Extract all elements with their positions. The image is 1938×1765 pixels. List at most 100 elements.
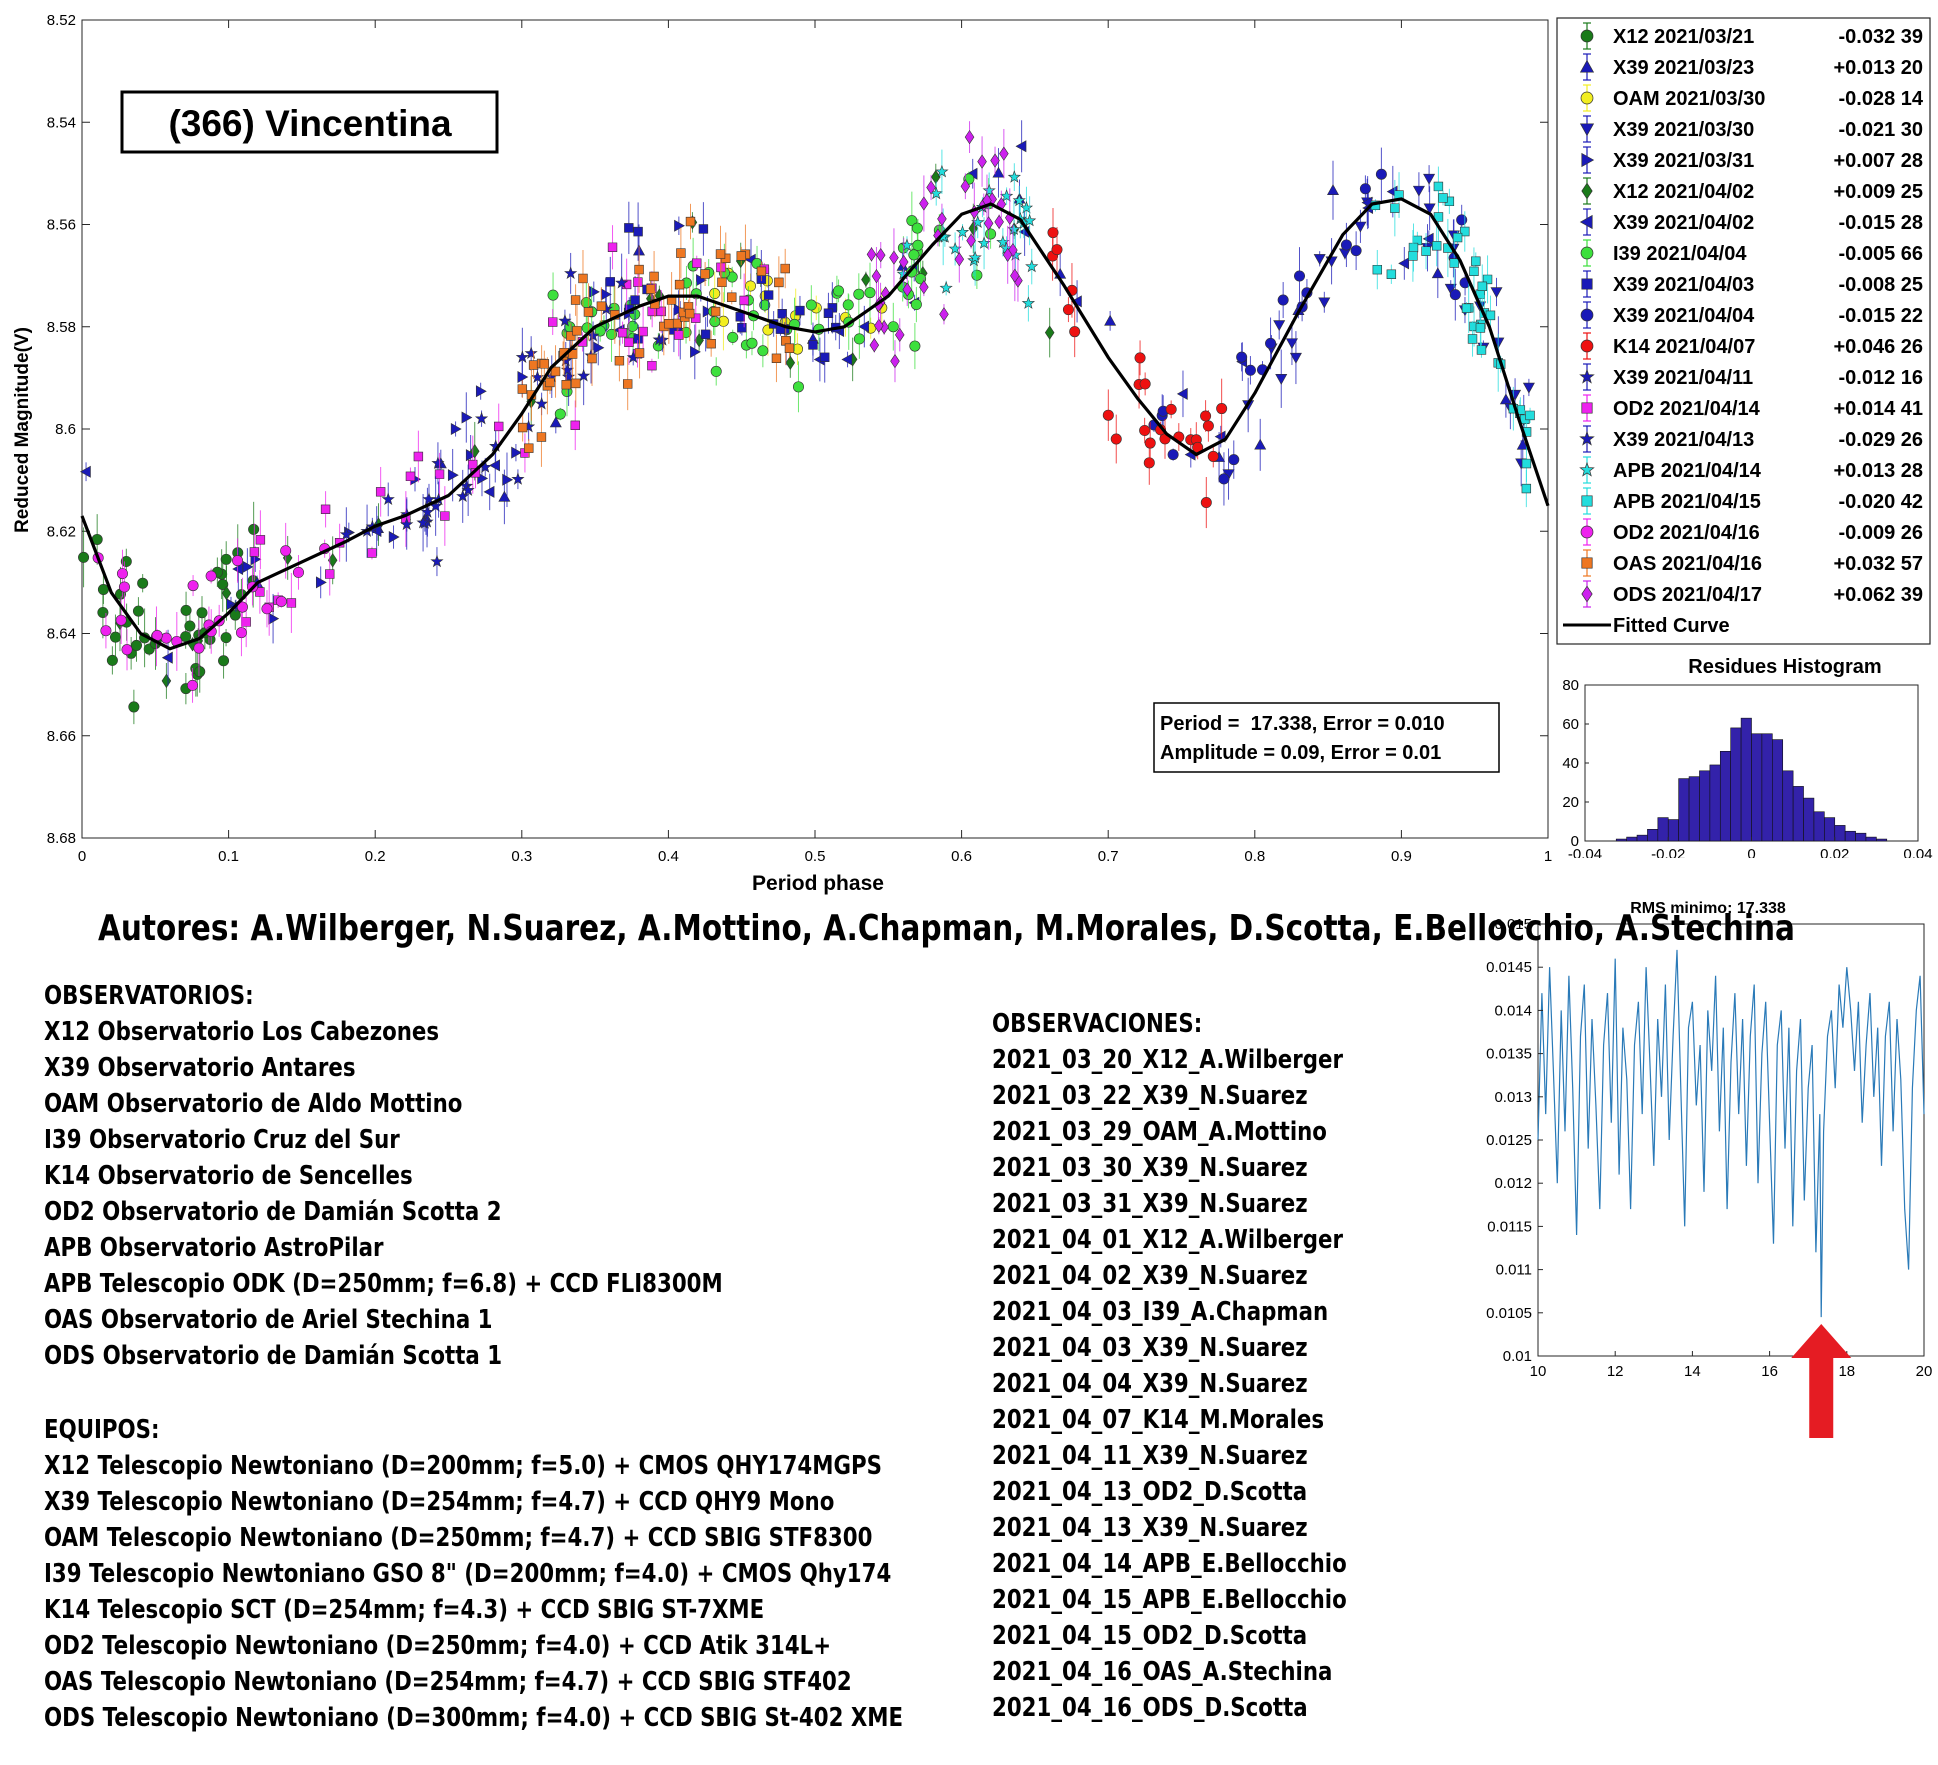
data-point [1294, 270, 1306, 282]
x-tick-label: 0.3 [511, 848, 532, 865]
data-point [1525, 410, 1535, 421]
legend-entry-offset: +0.062 39 [1833, 584, 1923, 606]
data-point [1139, 378, 1151, 390]
data-point [220, 632, 232, 644]
data-point [1104, 314, 1117, 326]
data-point [638, 326, 648, 337]
data-point [1327, 184, 1340, 195]
legend-entry-label: X12 2021/03/21 [1613, 26, 1754, 48]
data-point [954, 252, 965, 267]
data-point [241, 617, 251, 627]
data-point [325, 569, 335, 579]
legend-entry-label: I39 2021/04/04 [1613, 243, 1747, 265]
observatorios-section: OBSERVATORIOS: X12 Observatorio Los Cabe… [44, 978, 723, 1374]
data-point [120, 555, 132, 567]
data-point [187, 580, 199, 592]
data-point [388, 531, 400, 544]
data-point [535, 397, 549, 410]
data-point [137, 577, 149, 589]
histogram-bar [1678, 778, 1690, 842]
data-point [655, 333, 670, 346]
data-point [547, 289, 559, 301]
observacion-item: 2021_03_20_X12_A.Wilberger [992, 1045, 1344, 1075]
data-point [1412, 185, 1425, 197]
histogram-bar [1813, 811, 1825, 842]
observacion-item: 2021_03_29_OAM_A.Mottino [992, 1117, 1327, 1147]
data-point [706, 338, 716, 349]
data-point [517, 422, 528, 433]
fit-amplitude-text: Amplitude = 0.09, Error = 0.01 [1160, 742, 1441, 764]
data-point [977, 154, 987, 169]
legend-entry-offset: -0.015 28 [1838, 212, 1923, 234]
data-point [517, 384, 528, 394]
data-point [999, 189, 1014, 202]
fit-results-box [1153, 702, 1500, 773]
data-point [1390, 203, 1400, 213]
observatorios-heading: OBSERVATORIOS: [44, 981, 254, 1011]
data-point [558, 314, 572, 327]
histogram-bar [1626, 836, 1638, 842]
rms-y-tick-label: 0.0145 [1486, 959, 1532, 976]
equipo-item: OAS Telescopio Newtoniano (D=254mm; f=4.… [44, 1667, 852, 1697]
histogram-bar [1730, 727, 1742, 842]
data-point [1452, 232, 1463, 243]
data-point [132, 605, 144, 617]
legend-entry-offset: -0.032 39 [1838, 26, 1923, 48]
observatorio-item: OD2 Observatorio de Damián Scotta 2 [44, 1197, 502, 1227]
data-point [1200, 497, 1212, 509]
observacion-item: 2021_04_03_I39_A.Chapman [992, 1297, 1329, 1327]
x-tick-label: 1 [1544, 848, 1552, 865]
data-point [1433, 181, 1444, 192]
histogram-bar [1855, 832, 1867, 842]
data-point [1216, 403, 1228, 415]
histogram-y-tick-label: 40 [1562, 755, 1579, 772]
data-point [1476, 345, 1487, 355]
data-point [184, 620, 196, 632]
legend-entry-label: X39 2021/03/31 [1613, 150, 1754, 172]
legend-marker [1579, 214, 1593, 230]
data-point [939, 307, 949, 322]
data-point [381, 492, 395, 506]
data-point [1139, 424, 1151, 436]
data-point [1023, 213, 1037, 227]
data-point [405, 471, 416, 482]
fit-period-text: Period = 17.338, Error = 0.010 [1160, 713, 1445, 735]
equipo-item: ODS Telescopio Newtoniano (D=300mm; f=4.… [44, 1703, 904, 1733]
data-point [1386, 269, 1397, 279]
data-point [187, 679, 199, 691]
data-point [674, 279, 685, 290]
y-tick-label: 8.56 [47, 217, 76, 234]
observaciones-section: OBSERVACIONES: 2021_03_20_X12_A.Wilberge… [992, 1006, 1347, 1726]
observatorio-item: X12 Observatorio Los Cabezones [44, 1017, 440, 1047]
plot-area [81, 19, 1549, 839]
data-point [1044, 325, 1055, 340]
data-point [898, 254, 909, 270]
observatorio-item: APB Observatorio AstroPilar [44, 1233, 384, 1263]
observacion-item: 2021_04_02_X39_N.Suarez [992, 1261, 1308, 1291]
legend-entry-offset: -0.021 30 [1838, 119, 1923, 141]
y-tick-label: 8.66 [47, 728, 76, 745]
data-point [511, 446, 523, 459]
data-point [1254, 438, 1267, 450]
data-point [286, 598, 297, 608]
observacion-item: 2021_04_15_OD2_D.Scotta [992, 1621, 1308, 1651]
observatorio-item: OAM Observatorio de Aldo Mottino [44, 1089, 463, 1119]
data-point [116, 568, 128, 580]
data-point [909, 340, 921, 352]
observacion-item: 2021_03_30_X39_N.Suarez [992, 1153, 1308, 1183]
data-point [196, 607, 208, 619]
data-point [727, 331, 739, 343]
data-point [130, 639, 142, 651]
data-point [578, 273, 588, 284]
data-point [447, 469, 459, 482]
data-point [763, 290, 774, 300]
data-point [571, 378, 581, 389]
data-point [416, 515, 430, 529]
legend-marker [1581, 585, 1593, 603]
data-point [536, 432, 547, 442]
data-point [875, 247, 886, 263]
data-point [545, 377, 555, 388]
data-point [1318, 297, 1331, 309]
legend-marker [1581, 182, 1593, 200]
data-point [1350, 245, 1362, 257]
